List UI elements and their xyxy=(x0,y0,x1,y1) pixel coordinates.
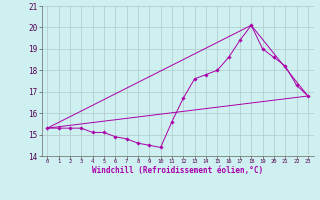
X-axis label: Windchill (Refroidissement éolien,°C): Windchill (Refroidissement éolien,°C) xyxy=(92,166,263,175)
